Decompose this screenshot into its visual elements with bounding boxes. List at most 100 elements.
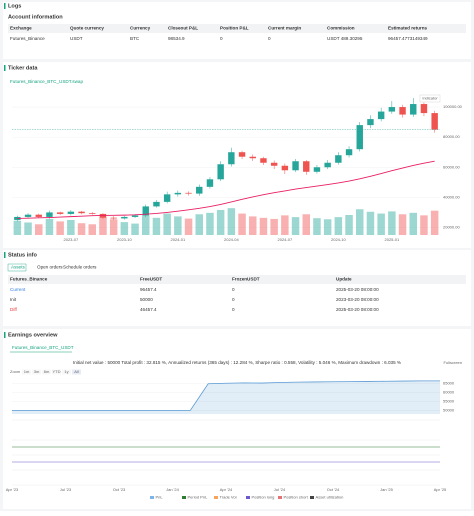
candle-body xyxy=(410,104,417,115)
x-tick-label: Apr '25 xyxy=(434,487,447,492)
candle-body xyxy=(217,164,224,180)
cell: BTC xyxy=(130,36,140,41)
column-header: Position P&L xyxy=(220,26,249,31)
candle-body xyxy=(303,161,310,172)
volume-bar xyxy=(195,214,203,235)
legend-label[interactable]: Trade Vol xyxy=(220,495,237,500)
candle-body xyxy=(46,212,53,217)
cell: 0 xyxy=(232,287,235,292)
section-bar xyxy=(4,252,6,258)
candle-body xyxy=(153,201,160,207)
ticker-panel xyxy=(3,62,471,248)
earnings-tab[interactable]: Futures_Binance_BTC_USDT xyxy=(12,345,74,350)
volume-bar xyxy=(398,214,407,235)
candle-body xyxy=(35,214,42,217)
candle-body xyxy=(196,186,203,194)
candle-body xyxy=(67,211,75,214)
zoom-label[interactable]: 1m xyxy=(24,369,30,374)
cell: Current xyxy=(10,287,26,292)
candle-body xyxy=(324,162,331,168)
candle-body xyxy=(238,152,246,157)
legend-label[interactable]: Position long xyxy=(252,495,275,500)
candle-body xyxy=(356,125,363,150)
legend-label[interactable]: PnL xyxy=(156,495,164,500)
cell: 0 xyxy=(220,36,223,41)
volume-bar xyxy=(216,209,225,235)
cell: 96457.4 xyxy=(140,287,157,292)
legend-swatch xyxy=(310,496,314,499)
table-header xyxy=(8,24,466,33)
zoom-button[interactable] xyxy=(72,369,81,375)
candle-body xyxy=(377,111,385,120)
candle-body xyxy=(163,194,171,202)
x-tick-label: Apr '23 xyxy=(6,487,19,492)
volume-bar xyxy=(249,216,257,235)
legend-swatch xyxy=(150,496,154,499)
chart-tab[interactable]: Futures_Binance_BTC_USDT.swap xyxy=(10,79,83,84)
x-tick-label: 2023-07 xyxy=(64,237,79,242)
candle-body xyxy=(185,192,192,194)
zoom-button[interactable] xyxy=(32,369,41,375)
candle-body xyxy=(249,156,256,159)
candle-body xyxy=(78,211,85,214)
y-tick-label: 50000 xyxy=(443,407,455,412)
y-tick-label: 100000.00 xyxy=(443,104,463,109)
volume-bar xyxy=(77,223,86,235)
volume-bar xyxy=(206,212,214,235)
zoom-label[interactable]: 1y xyxy=(64,369,68,374)
candle-body xyxy=(206,179,214,187)
y-tick-label: 20000.00 xyxy=(443,225,460,230)
section-title: Account information xyxy=(8,14,63,20)
tab[interactable]: Open orders xyxy=(37,265,63,270)
cell: 2025-03-20 08:00:00 xyxy=(336,307,379,312)
volume-bar xyxy=(291,217,300,235)
zoom-button[interactable] xyxy=(22,369,31,375)
candle-body xyxy=(260,158,267,163)
volume-bar xyxy=(56,221,64,235)
equity-line xyxy=(12,380,440,411)
volume-bar xyxy=(109,219,118,235)
zoom-button[interactable] xyxy=(62,369,71,375)
zoom-button[interactable] xyxy=(52,369,61,375)
candle-body xyxy=(131,215,139,217)
cell: 46457.4 xyxy=(140,307,157,312)
section-bar xyxy=(4,3,6,9)
cell: 0 xyxy=(268,36,271,41)
equity-area xyxy=(12,380,440,414)
candle-body xyxy=(367,119,374,126)
zoom-button[interactable] xyxy=(42,369,51,375)
zoom-label[interactable]: YTD xyxy=(53,369,61,374)
volume-bar xyxy=(184,218,193,235)
candle-body xyxy=(121,216,128,219)
candle-body xyxy=(345,149,353,156)
x-tick-label: Jan '25 xyxy=(380,487,394,492)
zoom-label[interactable]: 6m xyxy=(44,369,50,374)
volume-bar xyxy=(227,208,236,235)
zoom-label[interactable]: All xyxy=(74,369,79,374)
table-header xyxy=(8,275,466,284)
volume-bar xyxy=(24,222,32,235)
volume-bar xyxy=(313,218,321,235)
legend-label[interactable]: Position short xyxy=(284,495,309,500)
tab[interactable]: Assets xyxy=(11,265,25,270)
indicator-label[interactable]: Indicator xyxy=(422,96,438,101)
ma-line xyxy=(17,160,435,219)
legend-label[interactable]: Asset utilization xyxy=(316,495,344,500)
volume-bar xyxy=(45,218,54,235)
indicator-button[interactable] xyxy=(419,94,441,103)
y-tick-label: 65000 xyxy=(443,380,455,385)
legend-label[interactable]: Period PnL xyxy=(188,495,209,500)
volume-bar xyxy=(409,212,417,235)
column-header: Quote currency xyxy=(70,26,104,31)
volume-bar xyxy=(420,215,428,235)
status-panel xyxy=(3,250,471,326)
volume-bar xyxy=(13,220,22,235)
section-bar xyxy=(4,332,6,338)
sub-panels xyxy=(12,419,440,486)
candle-body xyxy=(110,217,117,219)
zoom-label[interactable]: 3m xyxy=(34,369,40,374)
fullscreen-button[interactable]: Fullscreen xyxy=(444,360,462,365)
tab[interactable]: Schedule orders xyxy=(63,265,97,270)
column-header: Closeout P&L xyxy=(168,26,198,31)
stats-line: Initial net value : 50000 Total profit :… xyxy=(73,360,401,365)
